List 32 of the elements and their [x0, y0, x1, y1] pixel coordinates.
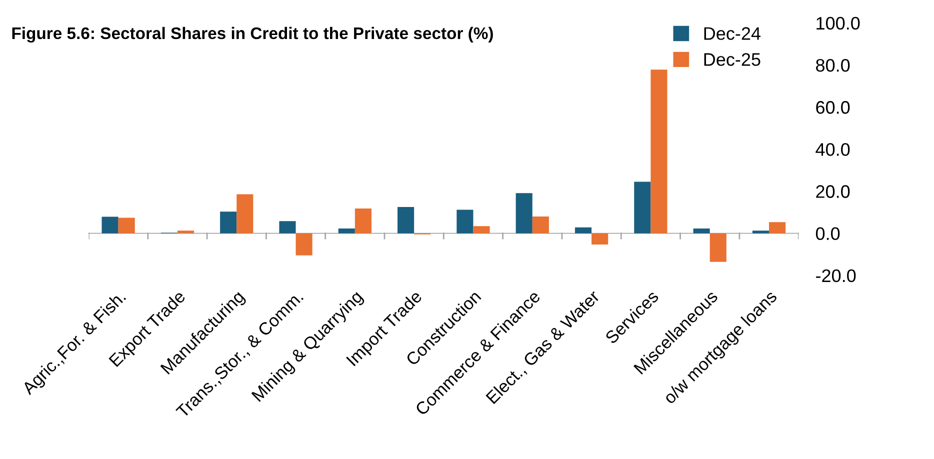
- bar: [516, 193, 532, 234]
- bar: [177, 230, 194, 234]
- legend-label: Dec-24: [704, 27, 760, 40]
- bar: [592, 233, 608, 244]
- bar: [236, 194, 254, 234]
- y-tick-label: 80.0: [816, 58, 850, 72]
- bar: [398, 207, 414, 234]
- bar: [752, 230, 769, 234]
- bar: [354, 208, 372, 234]
- y-tick-label: 60.0: [816, 101, 850, 114]
- y-tick-label: 40.0: [816, 143, 850, 156]
- bar: [296, 233, 312, 256]
- y-tick-label: -20.0: [816, 269, 856, 282]
- bar: [768, 222, 786, 234]
- y-tick-label: 0.0: [816, 227, 840, 240]
- bar: [473, 226, 490, 234]
- bar: [532, 216, 549, 234]
- chart-title: Figure 5.6: Sectoral Shares in Credit to the Private sector (%): [12, 26, 493, 43]
- bar: [338, 228, 355, 234]
- bar: [634, 182, 651, 234]
- bar: [220, 212, 237, 234]
- y-tick-label: 100.0: [816, 16, 860, 30]
- bar: [279, 221, 296, 234]
- bar: [102, 216, 118, 234]
- bar: [710, 233, 726, 262]
- y-tick-label: 20.0: [816, 185, 850, 198]
- legend-label: Dec-25: [704, 53, 760, 66]
- bar: [650, 70, 668, 234]
- bar: [118, 218, 135, 234]
- bar: [693, 228, 710, 234]
- bar: [456, 210, 474, 234]
- bar: [574, 227, 592, 234]
